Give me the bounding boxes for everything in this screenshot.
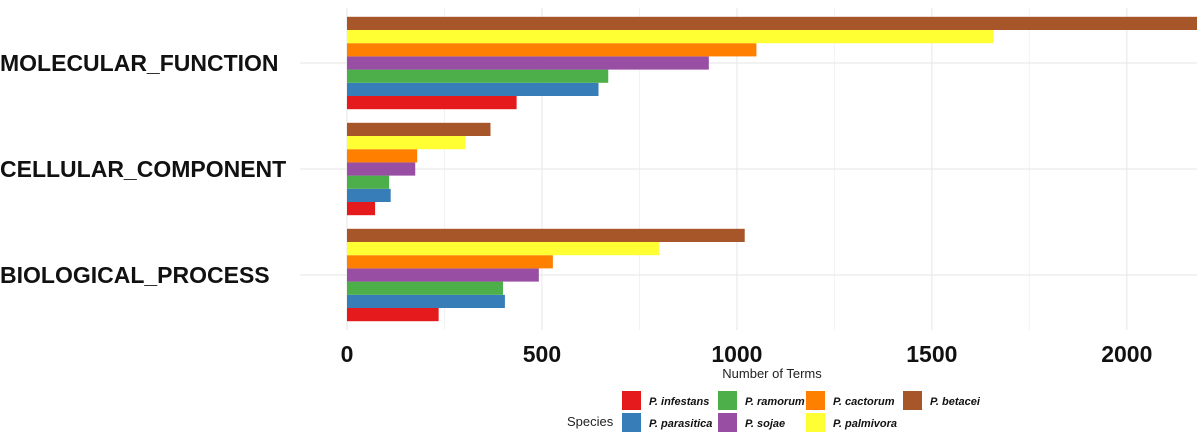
x-axis-title: Number of Terms (722, 366, 822, 381)
legend-swatch-p-cactorum (806, 391, 825, 410)
bar-molecular-function-p-betacei (347, 16, 1197, 30)
bar-biological-process-p-sojae (347, 268, 539, 282)
legend-label-p-palmivora: P. palmivora (833, 418, 897, 430)
bar-cellular-component-p-infestans (347, 202, 376, 216)
x-tick-label-500: 500 (523, 341, 561, 367)
legend-title: Species (567, 414, 614, 429)
bar-molecular-function-p-sojae (347, 56, 709, 70)
bar-molecular-function-p-parasitica (347, 82, 599, 96)
x-axis-ticks: 0 500 1000 1500 2000 (341, 341, 1153, 367)
category-label-biological-process: BIOLOGICAL_PROCESS (0, 262, 270, 288)
x-tick-label-1000: 1000 (711, 341, 762, 367)
legend-swatch-p-infestans (622, 391, 641, 410)
legend-swatch-p-betacei (903, 391, 922, 410)
legend-swatch-p-parasitica (622, 413, 641, 432)
bar-biological-process-p-infestans (347, 308, 439, 322)
bar-molecular-function-p-ramorum (347, 69, 609, 83)
legend-swatch-p-ramorum (718, 391, 737, 410)
category-label-cellular-component: CELLULAR_COMPONENT (0, 156, 286, 182)
legend-label-p-sojae: P. sojae (745, 418, 785, 430)
x-tick-label-1500: 1500 (906, 341, 957, 367)
category-labels: MOLECULAR_FUNCTION CELLULAR_COMPONENT BIOL… (0, 50, 286, 288)
legend-label-p-cactorum: P. cactorum (833, 396, 895, 408)
bar-cellular-component-p-cactorum (347, 149, 418, 163)
legend-swatch-p-sojae (718, 413, 737, 432)
x-tick-label-2000: 2000 (1101, 341, 1152, 367)
legend-label-p-parasitica: P. parasitica (649, 418, 712, 430)
bar-biological-process-p-parasitica (347, 294, 505, 308)
legend-label-p-ramorum: P. ramorum (745, 396, 805, 408)
bar-biological-process-p-ramorum (347, 281, 503, 295)
bars (347, 16, 1197, 322)
bar-molecular-function-p-infestans (347, 96, 517, 110)
bar-cellular-component-p-sojae (347, 162, 416, 176)
bar-cellular-component-p-betacei (347, 122, 491, 136)
bar-molecular-function-p-cactorum (347, 43, 757, 57)
bar-molecular-function-p-palmivora (347, 30, 994, 44)
legend-swatch-p-palmivora (806, 413, 825, 432)
category-label-molecular-function: MOLECULAR_FUNCTION (0, 50, 279, 76)
bar-cellular-component-p-parasitica (347, 188, 391, 202)
bar-biological-process-p-betacei (347, 228, 745, 242)
bar-biological-process-p-palmivora (347, 242, 659, 256)
bar-cellular-component-p-ramorum (347, 175, 390, 189)
bar-biological-process-p-cactorum (347, 255, 553, 269)
legend-label-p-betacei: P. betacei (930, 396, 981, 408)
bar-cellular-component-p-palmivora (347, 136, 466, 150)
legend-label-p-infestans: P. infestans (649, 396, 709, 408)
legend: Species P. infestans P. parasitica P. ramo… (567, 391, 981, 432)
x-tick-label-0: 0 (341, 341, 354, 367)
